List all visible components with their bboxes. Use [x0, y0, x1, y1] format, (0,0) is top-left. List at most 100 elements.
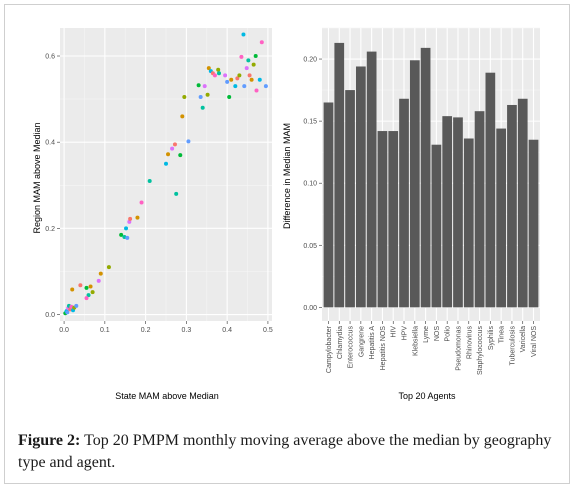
scatter-point	[242, 84, 247, 89]
bar	[474, 111, 485, 308]
bar	[442, 116, 453, 308]
scatter-x-tick-label: 0.2	[141, 327, 151, 334]
bar-x-tick-label: Tuberculosis	[509, 326, 516, 366]
scatter-x-tick-label: 0.5	[263, 327, 273, 334]
scatter-point	[98, 271, 103, 276]
scatter-x-axis-title: State MAM above Median	[115, 391, 219, 401]
bar	[463, 138, 474, 308]
bar	[420, 47, 431, 308]
scatter-y-tick-label: 0.0	[45, 312, 55, 319]
scatter-point	[229, 77, 234, 82]
scatter-point	[125, 235, 130, 240]
bar-x-tick-label: Gangrene	[358, 326, 365, 357]
scatter-y-tick-label: 0.2	[45, 226, 55, 233]
bar-x-tick-label: Hepatitis NOS	[380, 326, 387, 371]
scatter-point	[182, 94, 187, 99]
bar-x-tick-label: Rhinovirus	[466, 326, 473, 360]
bar-x-tick-label: Syphilis	[488, 326, 495, 351]
scatter-y-tick-labels: 0.0 0.2 0.4 0.6	[45, 54, 60, 319]
bar	[409, 60, 420, 308]
scatter-point	[84, 296, 89, 301]
caption-label: Figure 2:	[18, 432, 81, 449]
scatter-point	[196, 83, 201, 88]
bar-x-tick-label: Klebsiella	[412, 326, 419, 356]
bar-x-axis-title: Top 20 Agents	[398, 391, 456, 401]
scatter-point	[212, 73, 217, 78]
bar	[399, 98, 409, 308]
scatter-point	[223, 73, 228, 78]
bar	[485, 72, 496, 308]
scatter-point	[239, 54, 244, 59]
bar-x-tick-label: Enterococcus	[348, 326, 355, 369]
scatter-point	[237, 73, 242, 78]
scatter-y-axis-title: Region MAM above Median	[32, 122, 42, 233]
scatter-point	[166, 152, 171, 157]
scatter-point	[139, 200, 144, 205]
bar-y-tick-label: 0.20	[303, 57, 317, 64]
scatter-x-tick-label: 0.4	[222, 327, 232, 334]
bar-chart: 0.00 0.05 0.10 0.15 0.20 Campylobacter Chlamy…	[282, 27, 540, 401]
scatter-point	[65, 310, 70, 315]
scatter-y-tick-label: 0.6	[45, 54, 55, 61]
scatter-point	[135, 215, 140, 220]
scatter-point	[128, 216, 133, 221]
bar-x-tick-label: Viral NOS	[531, 326, 538, 357]
scatter-point	[198, 94, 203, 99]
scatter-point	[70, 287, 75, 292]
scatter-point	[88, 284, 93, 289]
scatter-point	[225, 79, 230, 84]
scatter-point	[249, 77, 254, 82]
bar-x-tick-label: HIV	[391, 326, 398, 338]
scatter-point	[86, 293, 91, 298]
scatter-point	[241, 32, 246, 37]
bar-x-tick-label: HPV	[402, 326, 409, 341]
scatter-x-tick-label: 0.0	[59, 327, 69, 334]
scatter-point	[227, 94, 232, 99]
scatter-point	[178, 153, 183, 158]
scatter-gridlines	[60, 28, 272, 321]
scatter-point	[172, 142, 177, 147]
bar-x-tick-label: Polio	[445, 326, 452, 342]
bar	[388, 131, 399, 308]
bar-y-tick-labels: 0.00 0.05 0.10 0.15 0.20	[303, 57, 322, 312]
scatter-point	[235, 76, 240, 81]
bar-y-tick-label: 0.15	[303, 119, 317, 126]
scatter-point	[205, 92, 210, 97]
scatter-point	[244, 66, 249, 71]
scatter-x-tick-label: 0.1	[100, 327, 110, 334]
bar-x-tick-label: NOS	[434, 326, 441, 342]
bar-y-tick-label: 0.05	[303, 243, 317, 250]
scatter-point	[254, 88, 259, 93]
scatter-point	[78, 283, 83, 288]
scatter-point	[119, 232, 124, 237]
bar	[377, 131, 388, 308]
bar	[517, 98, 528, 308]
scatter-point	[263, 84, 268, 89]
scatter-point	[90, 290, 95, 295]
scatter-y-tick-label: 0.4	[45, 140, 55, 147]
scatter-point	[147, 178, 152, 183]
bar	[355, 66, 366, 308]
scatter-point	[257, 77, 262, 82]
scatter-point	[124, 226, 129, 231]
scatter-point	[186, 139, 191, 144]
caption-text: Top 20 PMPM monthly moving average above…	[18, 432, 552, 471]
bar-x-tick-labels: Campylobacter Chlamydia Enterococcus Gangre…	[326, 321, 538, 375]
bar-x-tick-label: Hepatitis A	[369, 326, 376, 360]
scatter-point	[216, 67, 221, 72]
scatter-point	[127, 219, 132, 224]
scatter-x-tick-label: 0.3	[182, 327, 192, 334]
scatter-point	[164, 161, 168, 166]
bar-y-tick-label: 0.00	[303, 305, 317, 312]
bar-y-axis-title: Difference in Median MAM	[282, 123, 292, 229]
scatter-x-tick-labels: 0.0 0.1 0.2 0.3 0.4 0.5	[59, 321, 273, 334]
scatter-point	[247, 73, 252, 78]
scatter-point	[253, 54, 258, 59]
bar	[431, 144, 442, 308]
scatter-point	[251, 62, 256, 67]
bar	[334, 42, 345, 308]
scatter-point	[202, 84, 207, 89]
bar-series	[323, 42, 539, 308]
bar	[323, 102, 334, 308]
